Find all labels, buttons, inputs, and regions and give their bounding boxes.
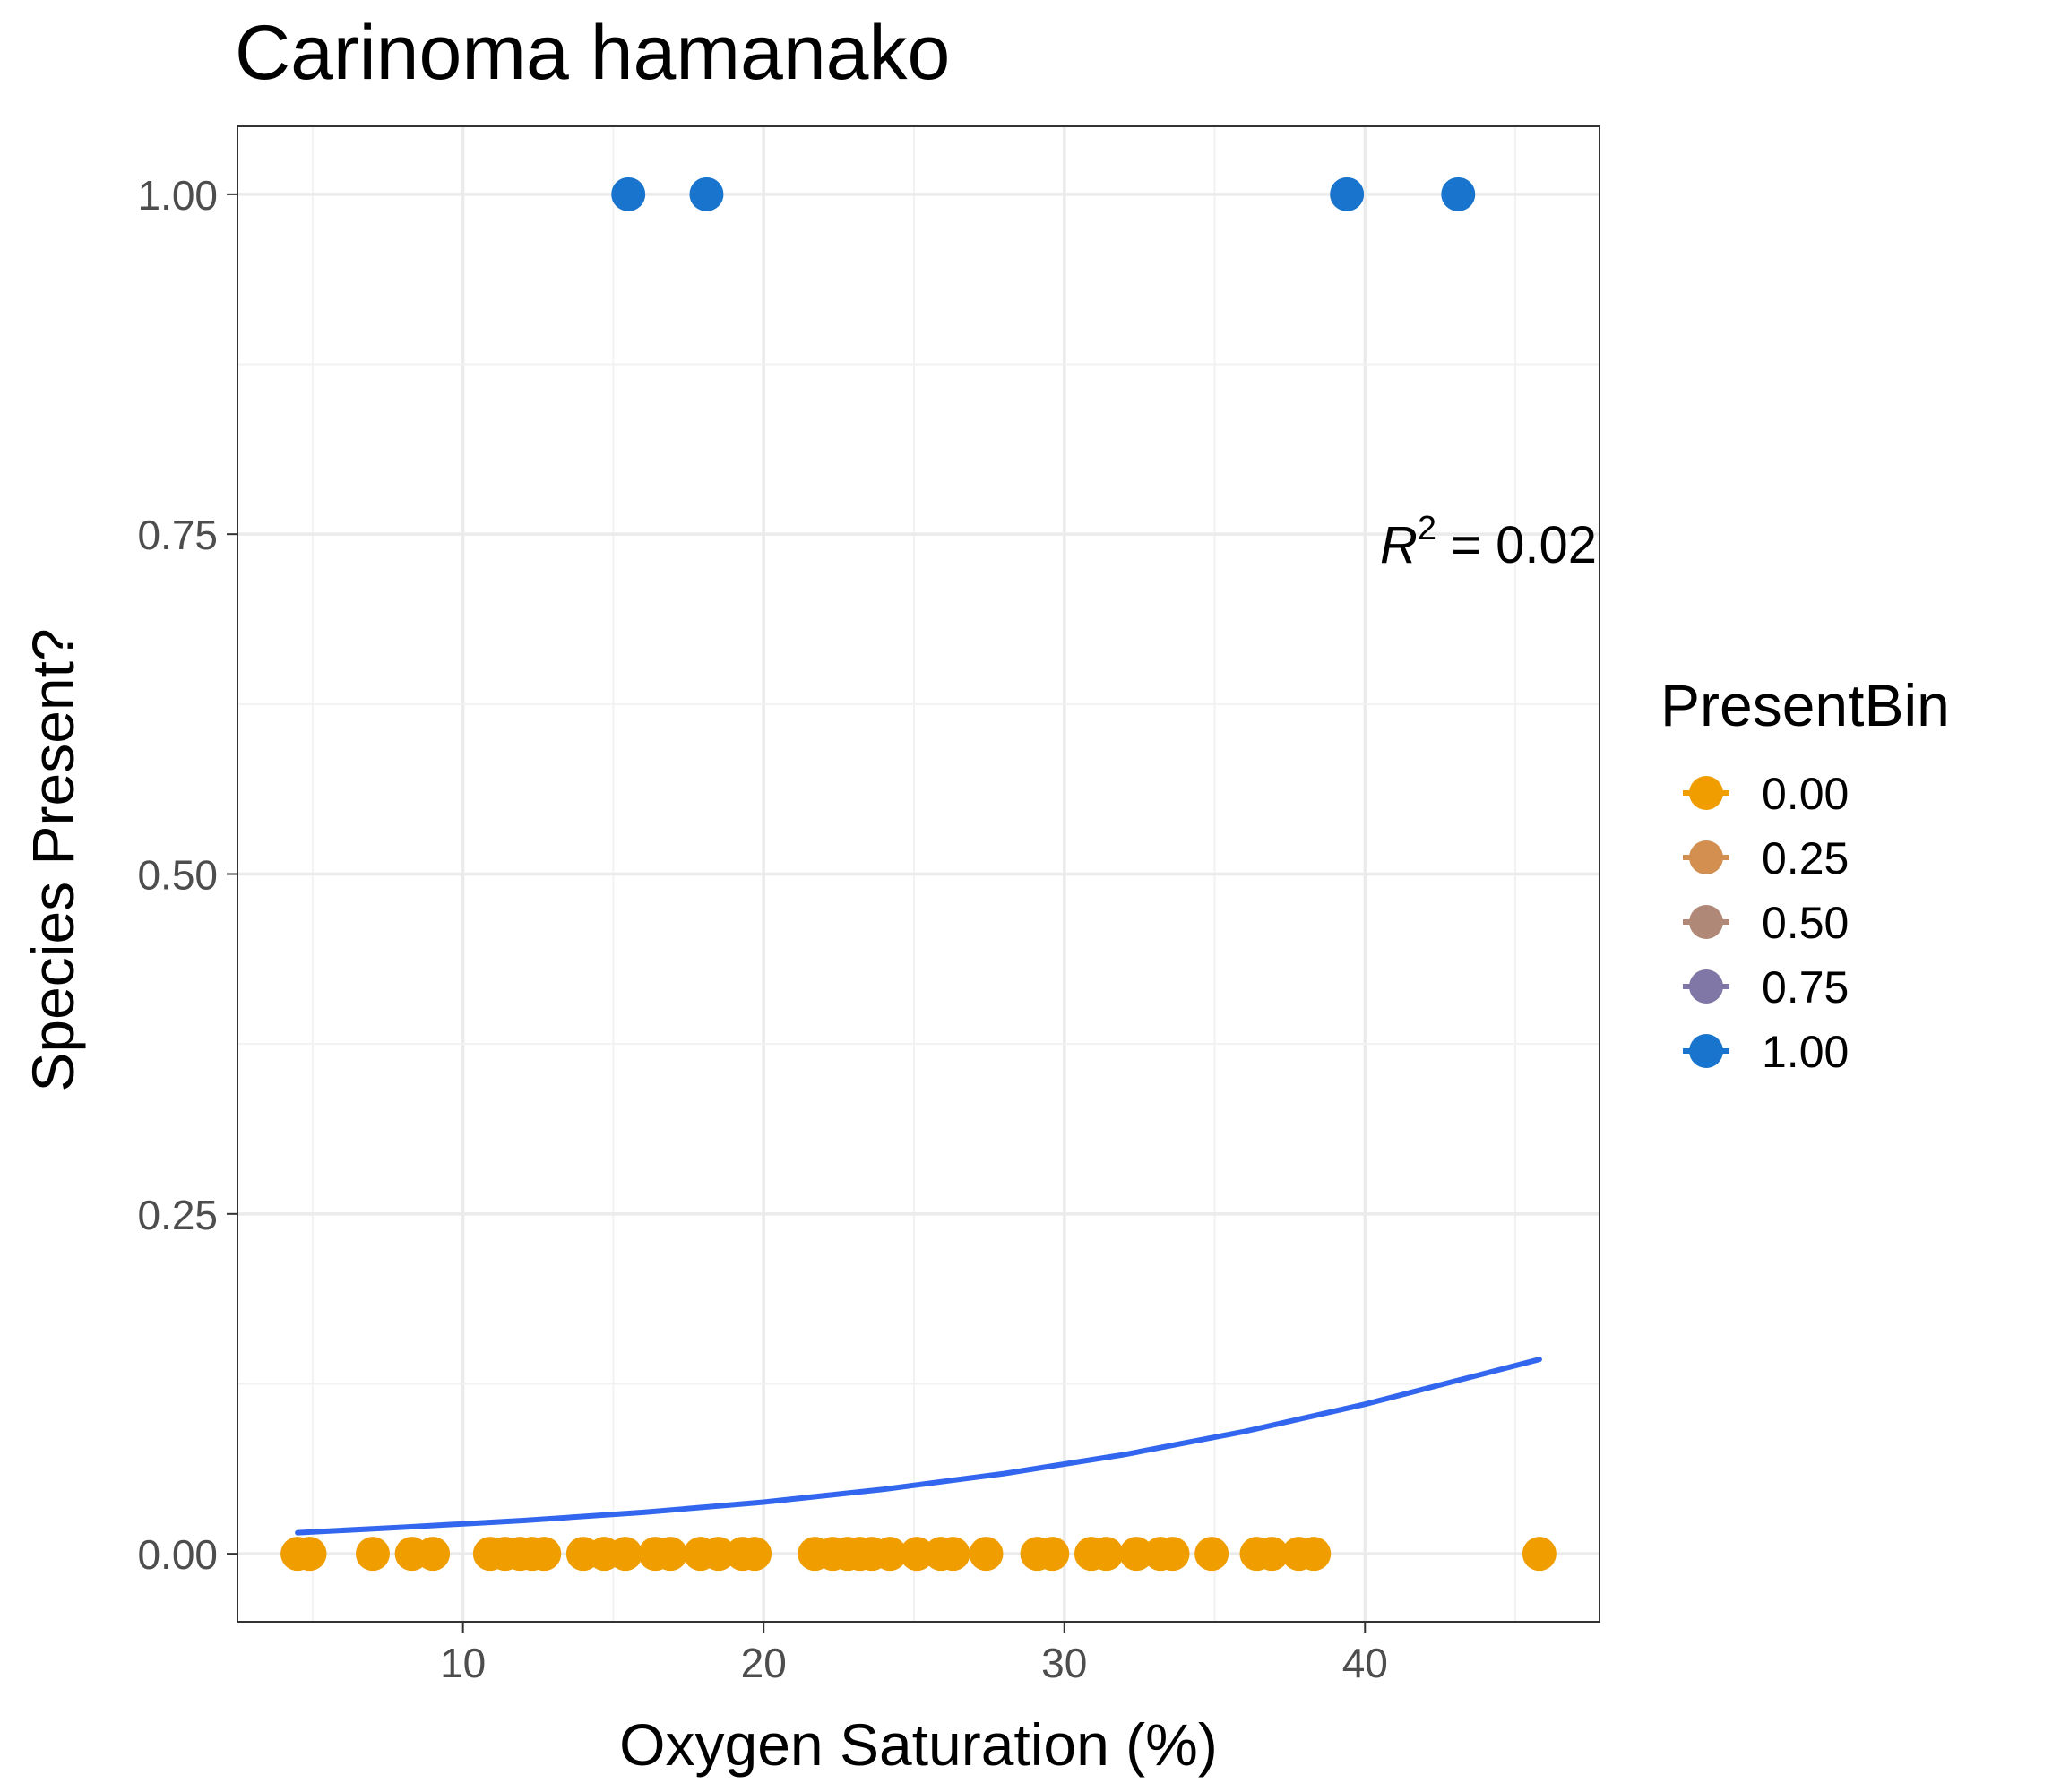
r-squared-symbol: R — [1380, 516, 1418, 574]
legend-key-point — [1689, 969, 1723, 1004]
legend-entry: 1.00 — [1683, 1027, 1849, 1077]
data-point — [653, 1537, 688, 1572]
legend-label: 0.75 — [1762, 962, 1849, 1012]
data-point — [1297, 1537, 1332, 1572]
legend-label: 0.25 — [1762, 833, 1849, 883]
data-point — [527, 1537, 562, 1572]
data-point — [416, 1537, 451, 1572]
x-axis-title: Oxygen Saturation (%) — [619, 1711, 1218, 1778]
y-tick-label: 0.50 — [137, 852, 218, 899]
legend: 0.00 0.25 0.50 0.75 1.00 — [1683, 769, 1849, 1077]
data-point — [1089, 1537, 1124, 1572]
x-tick-label: 30 — [1041, 1640, 1087, 1686]
data-point — [737, 1537, 772, 1572]
data-point — [1255, 1537, 1289, 1572]
data-point — [1194, 1537, 1229, 1572]
legend-entry: 0.50 — [1683, 898, 1849, 948]
y-tick-label: 0.25 — [137, 1192, 218, 1238]
legend-key-point — [1689, 776, 1723, 810]
data-point — [900, 1537, 935, 1572]
data-point — [1330, 177, 1365, 211]
data-point — [355, 1537, 390, 1572]
legend-label: 0.50 — [1762, 898, 1849, 948]
legend-entry: 0.00 — [1683, 769, 1849, 819]
r-squared-annotation: R2 = 0.02 — [1380, 510, 1597, 574]
x-axis-ticks: 10 20 30 40 — [440, 1622, 1388, 1686]
chart-title: Carinoma hamanako — [235, 10, 950, 96]
y-tick-label: 0.00 — [137, 1531, 218, 1578]
r-squared-value: = 0.02 — [1436, 516, 1597, 574]
data-point — [689, 177, 724, 211]
data-point — [969, 1537, 1004, 1572]
legend-key-point — [1689, 905, 1723, 939]
y-axis-ticks: 0.00 0.25 0.50 0.75 1.00 — [137, 172, 237, 1578]
legend-entry: 0.75 — [1683, 962, 1849, 1012]
data-point — [1441, 177, 1476, 211]
legend-title: PresentBin — [1660, 672, 1950, 738]
legend-key-point — [1689, 1034, 1723, 1068]
legend-label: 0.00 — [1762, 769, 1849, 819]
fit-line — [295, 1357, 1542, 1536]
legend-key-point — [1689, 840, 1723, 874]
x-tick-label: 10 — [440, 1640, 486, 1686]
points-layer — [280, 177, 1557, 1572]
data-point — [292, 1537, 327, 1572]
y-axis-title: Species Present? — [20, 628, 86, 1091]
fit-line-layer — [295, 1357, 1542, 1536]
data-point — [1119, 1537, 1154, 1572]
data-point — [1155, 1537, 1190, 1572]
data-point — [936, 1537, 970, 1572]
data-point — [701, 1537, 736, 1572]
y-tick-label: 0.75 — [137, 512, 218, 558]
x-tick-label: 20 — [741, 1640, 787, 1686]
data-point — [608, 1537, 642, 1572]
r-squared-superscript: 2 — [1418, 510, 1436, 547]
legend-entry: 0.25 — [1683, 833, 1849, 883]
data-point — [873, 1537, 908, 1572]
legend-label: 1.00 — [1762, 1027, 1849, 1077]
data-point — [1522, 1537, 1557, 1572]
data-point — [611, 177, 646, 211]
x-tick-label: 40 — [1342, 1640, 1388, 1686]
y-tick-label: 1.00 — [137, 172, 218, 219]
data-point — [1035, 1537, 1070, 1572]
